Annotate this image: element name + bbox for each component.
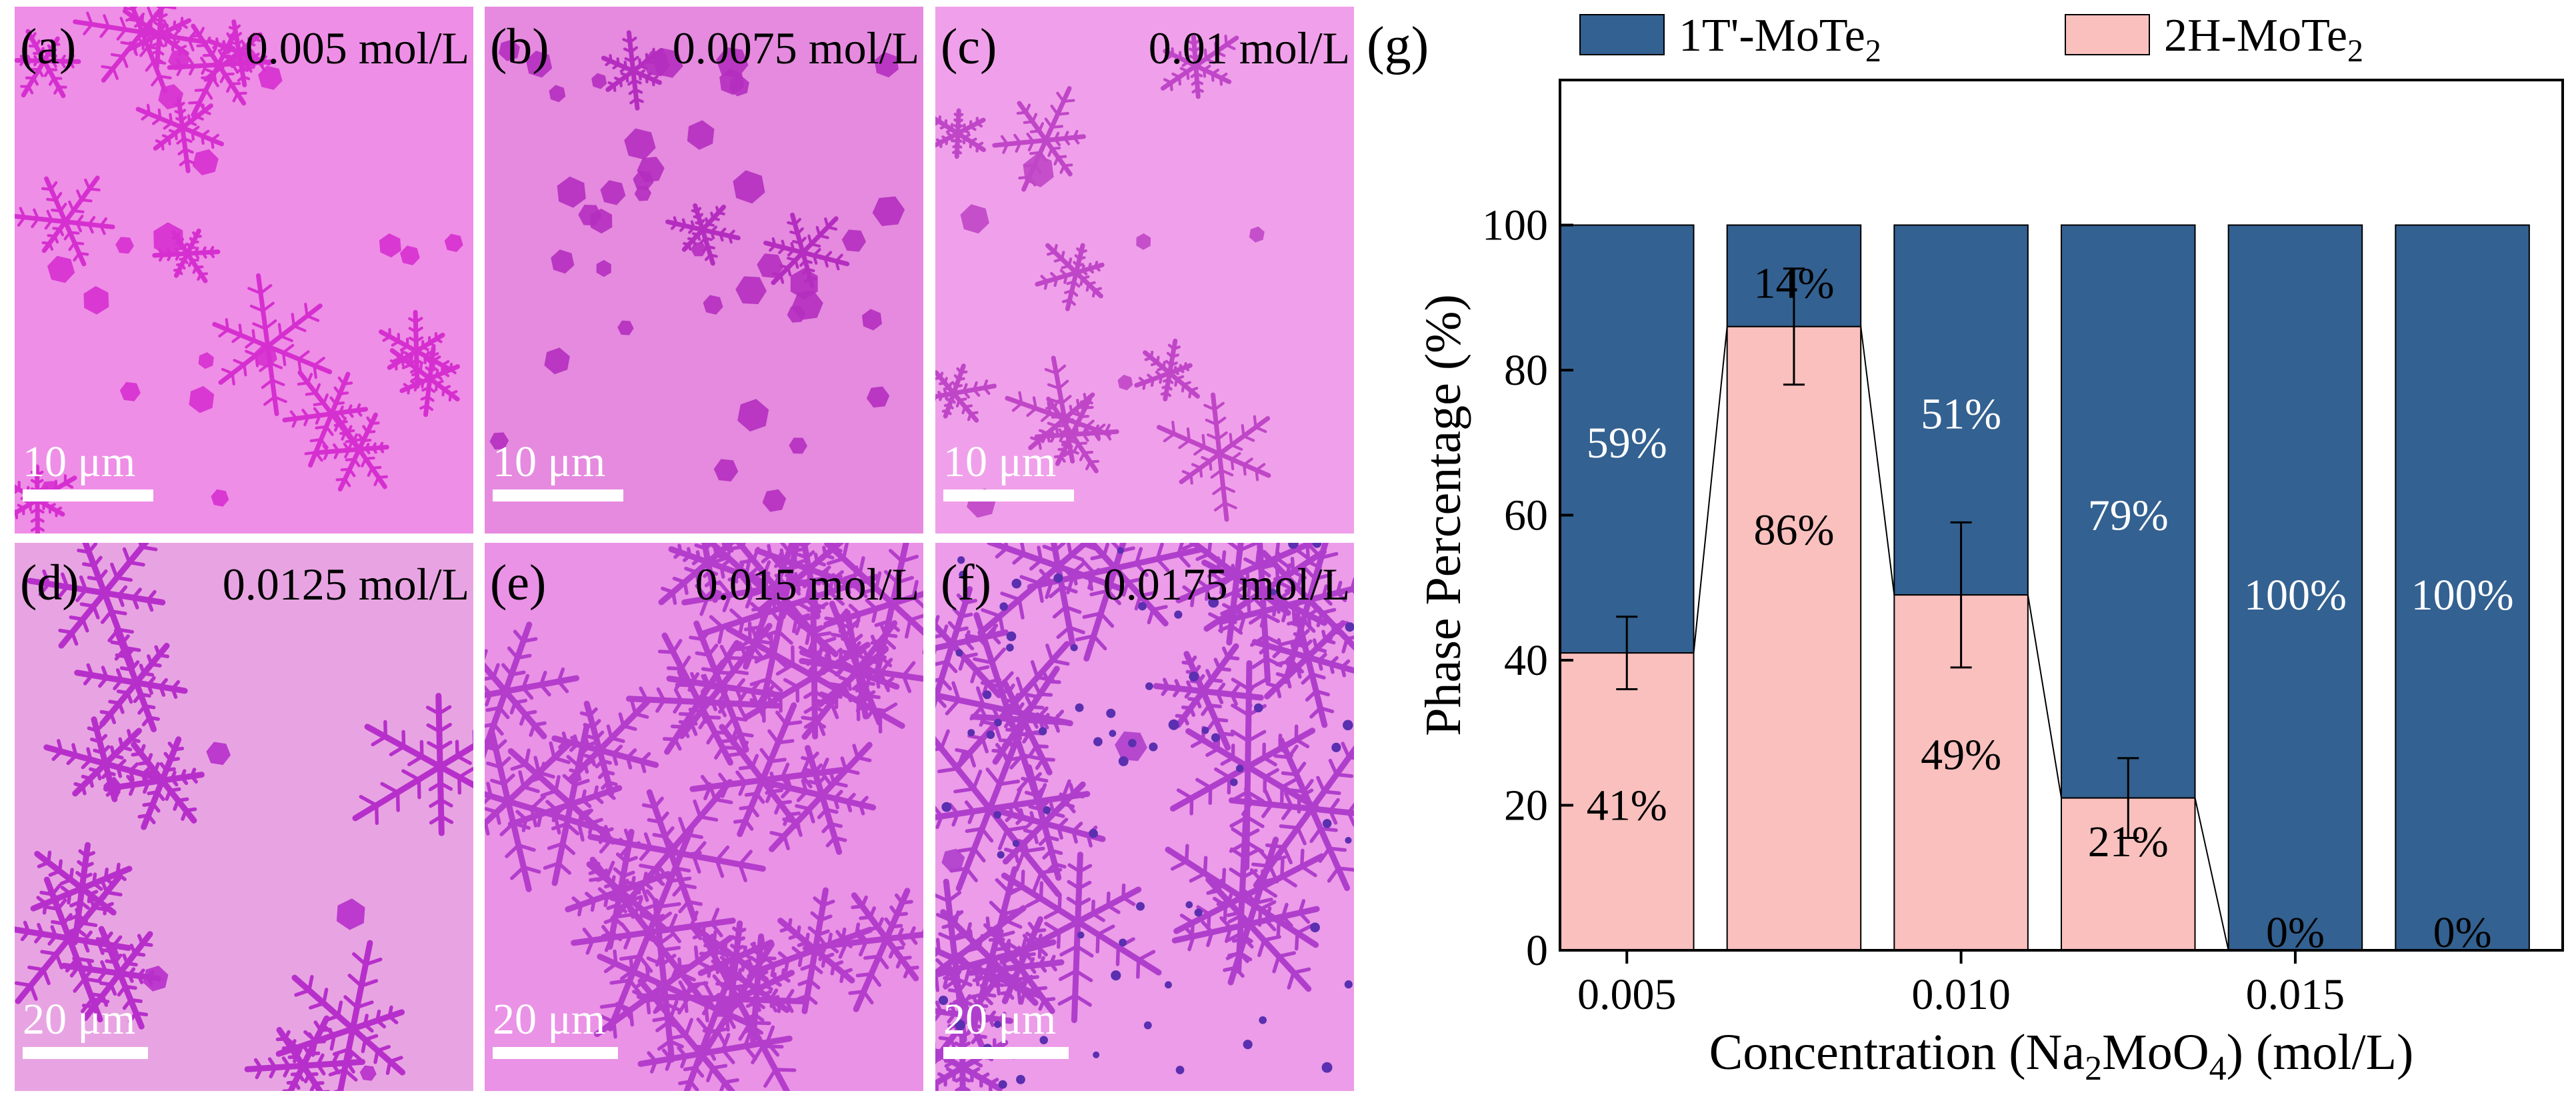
x-tick-label: 0.010 xyxy=(1911,970,2011,1019)
phase-percentage-chart: (g) 59% 41% 14% 86% 51% 49% 79% 21% 100% 0% 100% 0% 0… xyxy=(1367,10,2564,1088)
scale-bar xyxy=(493,1047,618,1059)
y-tick-label: 100 xyxy=(1482,201,1548,250)
connector-line xyxy=(1693,326,1728,654)
scale-bar-label: 10 μm xyxy=(493,437,606,486)
y-tick-label: 0 xyxy=(1526,926,1548,975)
bar-1t-segment xyxy=(2227,224,2363,951)
legend-label: 2H-MoTe2 xyxy=(2164,10,2363,69)
panel-label: (b) xyxy=(490,19,549,75)
data-label-2h: 21% xyxy=(2088,818,2169,866)
scale-bar-label: 10 μm xyxy=(943,437,1057,486)
micrograph-panel-e: (e) 0.015 mol/L 20 μm xyxy=(485,543,923,1091)
bar-1t-segment xyxy=(2061,224,2196,799)
scale-bar-label: 20 μm xyxy=(23,995,136,1044)
x-axis-label-part: 2 xyxy=(2085,1050,2102,1088)
scale-bar xyxy=(943,1047,1069,1059)
scale-bar xyxy=(23,489,153,501)
scale-bar xyxy=(23,1047,148,1059)
legend-label-text: 1T'-MoTe xyxy=(1679,10,1865,61)
legend-label-sub: 2 xyxy=(2347,33,2363,69)
micrograph-image xyxy=(935,34,1271,522)
y-tick-label: 60 xyxy=(1504,491,1548,540)
bar-1t-segment xyxy=(2395,224,2530,951)
legend-swatch xyxy=(1579,14,1665,55)
panel-label: (a) xyxy=(20,19,77,75)
micrograph-panel-b: (b) 0.0075 mol/L 10 μm xyxy=(485,7,923,533)
micrograph-panel-d: (d) 0.0125 mol/L 20 μm xyxy=(15,543,473,1091)
x-axis-label-part: MoO xyxy=(2102,1024,2209,1080)
micrograph-panel-f: (f) 0.0175 mol/L 20 μm xyxy=(935,543,1354,1091)
micrograph-panel-c: (c) 0.01 mol/L 10 μm xyxy=(935,7,1354,533)
panel-concentration: 0.005 mol/L xyxy=(245,23,469,73)
y-tick-label: 40 xyxy=(1504,636,1548,685)
panel-label-g: (g) xyxy=(1367,17,1429,75)
data-label-1t: 79% xyxy=(2088,491,2169,540)
y-axis-label: Phase Percentage (%) xyxy=(1415,294,1471,736)
x-axis-label-part: ) (mol/L) xyxy=(2227,1024,2414,1080)
x-tick-label: 0.005 xyxy=(1577,970,1677,1019)
data-label-1t: 100% xyxy=(2411,571,2514,620)
x-axis-label: Concentration (Na2MoO4) (mol/L) xyxy=(1709,1024,2414,1088)
connector-line xyxy=(1860,326,1895,596)
bar-2h-segment xyxy=(1559,652,1695,951)
x-axis-label-part: Concentration (Na xyxy=(1709,1024,2085,1080)
panel-label: (d) xyxy=(20,555,79,611)
connector-line xyxy=(2194,798,2229,951)
panel-concentration: 0.01 mol/L xyxy=(1148,23,1350,73)
scale-bar-label: 10 μm xyxy=(23,437,136,486)
data-label-2h: 41% xyxy=(1587,782,1667,830)
data-label-2h: 49% xyxy=(1921,730,2001,779)
y-tick-label: 80 xyxy=(1504,346,1548,395)
panel-concentration: 0.0125 mol/L xyxy=(222,559,469,610)
micrograph-image xyxy=(485,543,923,1091)
panel-concentration: 0.0075 mol/L xyxy=(672,23,919,73)
panel-concentration: 0.015 mol/L xyxy=(695,559,919,610)
x-axis-label-part: 4 xyxy=(2209,1050,2227,1088)
data-label-2h: 0% xyxy=(2266,908,2325,957)
data-label-1t: 51% xyxy=(1921,389,2001,438)
micrograph-image xyxy=(935,543,1354,1091)
scale-bar xyxy=(943,489,1074,501)
data-label-1t: 100% xyxy=(2244,571,2347,620)
legend-swatch xyxy=(2065,14,2150,55)
scale-bar-label: 20 μm xyxy=(943,995,1057,1044)
scale-bar-label: 20 μm xyxy=(493,995,606,1044)
data-label-1t: 59% xyxy=(1587,419,1667,467)
data-label-2h: 86% xyxy=(1753,505,1834,554)
panel-label: (f) xyxy=(941,555,991,611)
micrograph-panel-a: (a) 0.005 mol/L 10 μm xyxy=(15,7,473,533)
scale-bar xyxy=(493,489,623,501)
legend-label-sub: 2 xyxy=(1865,33,1881,69)
data-label-2h: 0% xyxy=(2433,908,2492,957)
bar-1t-segment xyxy=(1559,224,1695,654)
micrograph-image xyxy=(15,7,463,533)
bar-2h-segment xyxy=(1726,325,1862,951)
panel-concentration: 0.0175 mol/L xyxy=(1103,559,1350,610)
micrograph-image xyxy=(489,30,905,512)
connector-line xyxy=(2027,594,2062,798)
x-tick-label: 0.015 xyxy=(2246,970,2345,1019)
panel-label: (c) xyxy=(941,19,997,75)
legend-label-text: 2H-MoTe xyxy=(2164,10,2347,61)
legend-label: 1T'-MoTe2 xyxy=(1679,10,1881,69)
panel-label: (e) xyxy=(490,555,547,611)
micrograph-image xyxy=(15,543,473,1091)
y-tick-label: 20 xyxy=(1504,782,1548,830)
data-label-1t: 14% xyxy=(1753,259,1834,308)
